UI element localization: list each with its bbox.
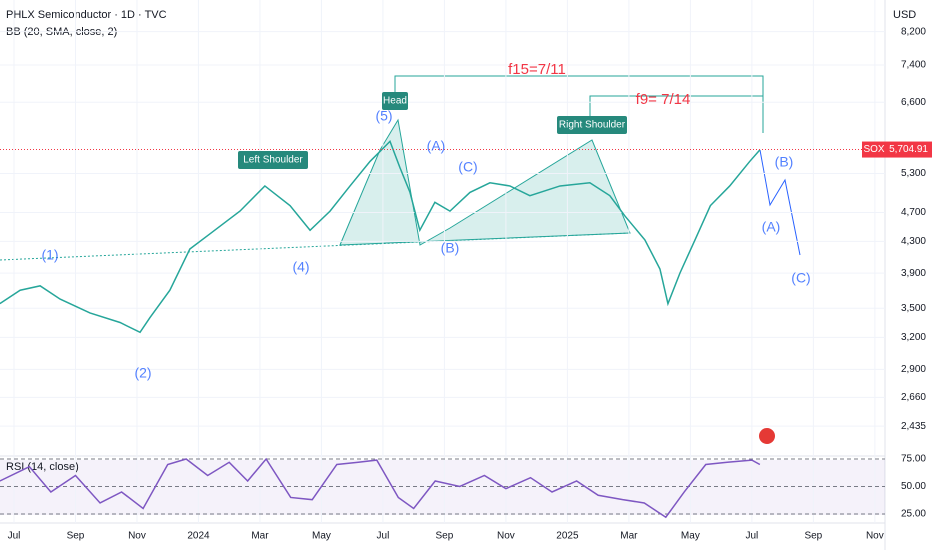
event-icon[interactable] [759,428,775,444]
pattern-label: Left Shoulder [243,155,303,166]
wave-label: (A) [427,138,446,154]
pattern-label-box [557,116,627,134]
y-tick-label: 7,400 [901,60,926,71]
neckline [0,232,631,261]
pattern-label: Right Shoulder [559,120,626,131]
wave-label: (2) [134,365,151,381]
y-tick-label: 4,300 [901,236,926,247]
y-tick-label: 3,200 [901,332,926,343]
x-tick-label: Mar [620,531,638,542]
x-tick-label: Jul [8,531,21,542]
wave-label: (C) [791,270,810,286]
x-tick-label: 2025 [556,531,579,542]
currency[interactable]: USD [893,9,916,21]
pattern-label-box [238,151,308,169]
wave-label: (4) [292,259,309,275]
wave-label: (B) [441,240,460,256]
pattern-label-box [382,92,408,110]
projection [759,149,801,256]
x-tick-label: Jul [745,531,758,542]
x-tick-label: 2024 [187,531,210,542]
y-tick-label: 50.00 [901,481,926,492]
y-tick-label: 3,900 [901,268,926,279]
y-tick-label: 5,300 [901,168,926,179]
y-tick-label: 3,500 [901,303,926,314]
x-tick-label: May [681,531,700,542]
x-tick-label: May [312,531,331,542]
fib-bracket [589,95,763,120]
rsi-title: RSI (14, close) [6,461,79,473]
y-tick-label: 75.00 [901,454,926,465]
y-tick-label: 2,660 [901,392,926,403]
wave-label: (A) [762,219,781,235]
rsi-band [0,460,885,515]
y-tick-label: 6,600 [901,97,926,108]
symbol-label: SOX [863,144,884,155]
y-tick-label: 4,700 [901,207,926,218]
x-tick-label: Nov [497,531,515,542]
y-tick-label: 2,435 [901,421,926,432]
x-tick-label: Nov [128,531,146,542]
fib-label: f15=7/11 [508,61,566,78]
wave-label: (5) [375,108,392,124]
x-tick-label: Nov [866,531,884,542]
fib-label: f9= 7/14 [636,91,691,108]
x-tick-label: Sep [436,531,454,542]
last-price-tag [886,141,932,158]
fib-bracket [394,75,764,133]
x-tick-label: Sep [67,531,85,542]
symbol-tag [862,141,886,158]
line [0,457,761,519]
x-tick-label: Sep [804,531,822,542]
wave-label: (C) [458,159,477,175]
title: PHLX Semiconductor · 1D · TVC [6,9,167,21]
y-tick-label: 25.00 [901,509,926,520]
wave-label: (1) [41,247,58,263]
line [0,140,761,334]
y-tick-label: 2,900 [901,364,926,375]
last-price-label: 5,704.91 [889,144,928,155]
wave-label: (B) [775,154,794,170]
x-tick-label: Jul [377,531,390,542]
pattern-label: Head [383,96,407,107]
y-tick-label: 8,200 [901,26,926,37]
x-tick-label: Mar [251,531,269,542]
